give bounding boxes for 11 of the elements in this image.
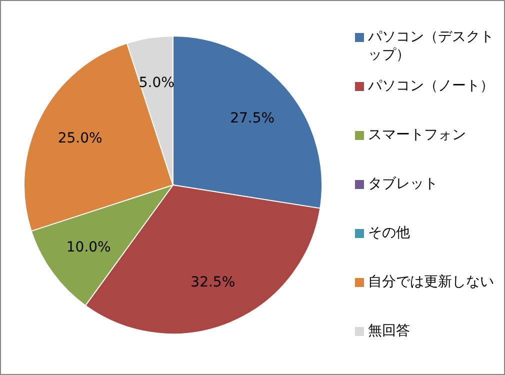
legend-label: スマートフォン [368,126,466,144]
legend-label: タブレット [368,175,438,193]
legend-label: 自分では更新しない [368,273,494,291]
legend-label: その他 [368,224,410,242]
legend-label: 無回答 [368,322,410,340]
data-label: 10.0% [66,239,111,256]
data-label: 27.5% [230,110,275,126]
legend-label: パソコン（ノート） [368,77,494,95]
legend-label: パソコン（デスクトップ） [368,28,495,64]
data-label: 32.5% [190,274,236,290]
data-label: 25.0% [58,130,102,147]
